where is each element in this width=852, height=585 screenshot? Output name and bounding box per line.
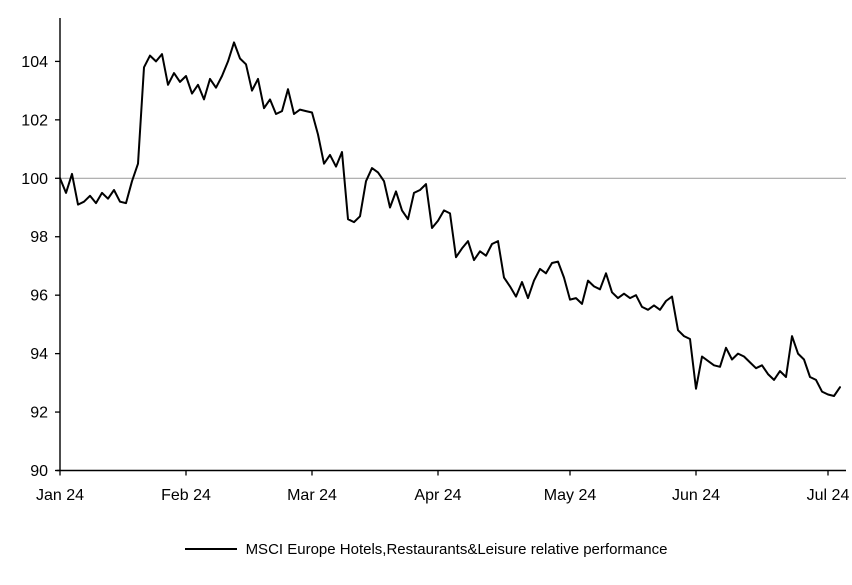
legend-line-swatch xyxy=(184,548,237,550)
y-axis-label: 102 xyxy=(21,112,48,129)
y-axis-label: 98 xyxy=(30,229,48,246)
x-axis-label: Apr 24 xyxy=(414,487,461,504)
legend-label: MSCI Europe Hotels,Restaurants&Leisure r… xyxy=(245,540,668,558)
y-axis-label: 94 xyxy=(30,346,48,363)
chart-legend: MSCI Europe Hotels,Restaurants&Leisure r… xyxy=(0,536,852,562)
chart-canvas: 90 92 94 96 98 100 102 104 Jan 24 Feb 24 Mar 24 Apr… xyxy=(21,18,850,504)
y-axis-label: 96 xyxy=(30,288,48,305)
y-axis-label: 92 xyxy=(30,405,48,422)
y-axis-label: 100 xyxy=(21,171,48,188)
x-axis-label: Mar 24 xyxy=(287,487,337,504)
x-axis-label: May 24 xyxy=(544,487,597,504)
series-line-msci-europe xyxy=(59,41,841,397)
y-axis-label: 90 xyxy=(30,463,48,480)
x-axis-label: Jun 24 xyxy=(672,487,720,504)
x-axis-label: Jul 24 xyxy=(807,487,850,504)
x-axis-label: Jan 24 xyxy=(36,487,84,504)
x-axis-label: Feb 24 xyxy=(161,487,211,504)
y-axis-label: 104 xyxy=(21,54,48,71)
